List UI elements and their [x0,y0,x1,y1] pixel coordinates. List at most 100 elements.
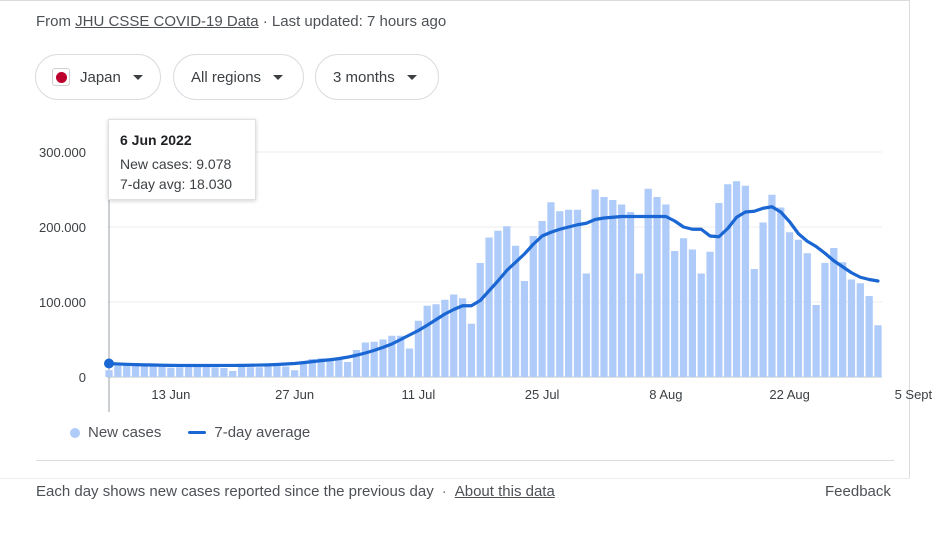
bar-new-cases [626,212,635,377]
x-tick-label: 8 Aug [649,387,682,402]
bar-new-cases [600,197,608,377]
bar-new-cases [494,230,502,377]
card-right-border [909,0,910,478]
bar-new-cases [291,370,299,377]
new-cases-legend-dot-icon [70,427,80,438]
bar-new-cases [609,200,617,377]
footer-divider [36,460,894,461]
bar-new-cases [759,222,767,377]
bar-new-cases [812,305,820,377]
bar-new-cases [865,296,873,377]
bar-new-cases [768,194,776,377]
bar-new-cases [237,366,246,378]
chevron-down-icon [406,74,417,80]
bar-new-cases [706,251,714,377]
bar-new-cases [326,358,334,377]
chart-legend: New cases 7-day average [70,424,310,441]
bar-new-cases [352,350,361,377]
bar-new-cases [149,366,157,378]
bar-new-cases [317,358,325,377]
card-top-border [0,0,910,1]
bar-new-cases [370,341,378,377]
y-tick-label: 0 [79,370,86,385]
bar-new-cases [458,298,467,377]
bar-new-cases [361,342,369,377]
x-tick-label: 22 Aug [769,387,810,402]
bar-new-cases [777,207,785,377]
footer-text: Each day shows new cases reported since … [36,483,434,500]
bar-new-cases [697,273,705,377]
bar-new-cases [591,189,599,377]
bar-new-cases [618,204,626,377]
tooltip-average: 7-day avg: 18.030 [120,176,233,192]
card-bottom-border [0,478,910,479]
bar-new-cases [741,185,750,377]
y-tick-label: 200.000 [39,220,86,235]
y-tick-label: 300.000 [39,145,86,160]
bar-new-cases [565,209,573,377]
bar-new-cases [547,202,555,377]
bar-new-cases [379,339,387,377]
japan-flag-icon [52,68,70,86]
bar-new-cases [432,304,440,377]
bar-new-cases [821,263,829,377]
bar-new-cases [220,368,228,377]
x-tick-label: 13 Jun [151,387,190,402]
bar-new-cases [202,367,210,377]
x-tick-label: 11 Jul [402,387,436,402]
new-cases-bars [105,181,882,378]
range-label: 3 months [333,68,395,86]
y-axis-labels: 0 100.000 200.000 300.000 [39,145,86,385]
tooltip-date: 6 Jun 2022 [120,132,192,148]
about-data-link[interactable]: About this data [454,483,555,500]
feedback-link[interactable]: Feedback [825,483,891,500]
bar-new-cases [167,367,175,378]
bar-new-cases [211,367,219,378]
footer-separator: · [441,483,447,500]
chevron-down-icon [273,74,284,80]
bar-new-cases [520,281,529,377]
tooltip-new-cases: New cases: 9.078 [120,156,232,172]
bar-new-cases [335,359,343,377]
bar-new-cases [582,273,590,377]
bar-new-cases [467,323,476,377]
country-label: Japan [80,68,121,86]
bar-new-cases [282,366,290,377]
source-line: From JHU CSSE COVID-19 Data · Last updat… [36,13,446,30]
bar-new-cases [485,237,493,377]
range-dropdown[interactable]: 3 months [315,54,439,100]
bar-new-cases [405,348,414,377]
hover-point [104,358,114,369]
bar-new-cases [830,248,838,377]
average-legend-line-icon [188,431,207,434]
bar-new-cases [679,238,688,377]
bar-new-cases [264,366,272,377]
bar-new-cases [538,221,546,377]
bar-new-cases [450,294,458,377]
x-tick-label: 5 Sept [895,387,933,402]
bar-new-cases [184,367,193,377]
legend-average: 7-day average [214,424,311,441]
bar-new-cases [874,325,882,377]
bar-new-cases [441,299,449,377]
bar-new-cases [785,232,794,377]
footer-note: Each day shows new cases reported since … [36,483,555,500]
bar-new-cases [511,245,520,377]
source-link[interactable]: JHU CSSE COVID-19 Data [75,13,259,30]
x-tick-label: 27 Jun [275,387,314,402]
bar-new-cases [388,335,396,377]
bar-new-cases [255,367,263,377]
bar-new-cases [503,226,511,377]
region-dropdown[interactable]: All regions [173,54,304,100]
bar-new-cases [671,251,679,377]
bar-new-cases [105,370,113,377]
bar-new-cases [158,366,166,378]
bar-new-cases [529,236,537,377]
bar-new-cases [193,367,202,377]
bar-new-cases [556,211,564,377]
bar-new-cases [423,305,431,377]
country-dropdown[interactable]: Japan [35,54,161,100]
source-separator: · [262,13,268,30]
bar-new-cases [724,184,732,377]
